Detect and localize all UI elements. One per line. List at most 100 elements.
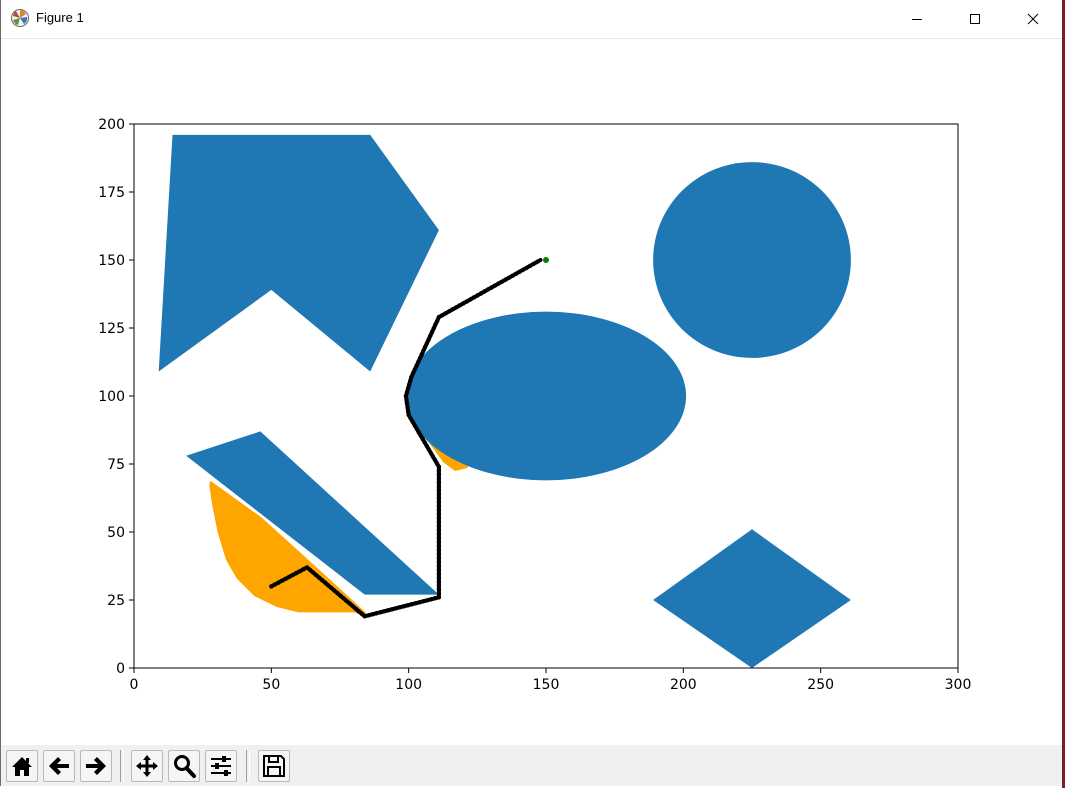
path-point <box>294 570 299 576</box>
path-point <box>329 585 334 591</box>
path-point <box>436 508 442 513</box>
path-point <box>435 318 440 324</box>
path-point <box>378 610 383 615</box>
back-button[interactable] <box>43 750 75 782</box>
path-point <box>436 468 442 473</box>
close-button[interactable] <box>1010 0 1056 38</box>
path-point <box>436 559 442 564</box>
minimize-button[interactable] <box>894 0 940 38</box>
home-icon <box>12 757 32 776</box>
y-tick-label: 100 <box>98 389 125 405</box>
path-point <box>426 337 431 342</box>
path-point <box>471 295 477 300</box>
path-point <box>436 484 442 489</box>
path-point <box>436 480 442 485</box>
path-point <box>301 567 306 572</box>
path-point <box>482 289 487 294</box>
path-point <box>464 299 470 304</box>
pan-button[interactable] <box>131 750 163 782</box>
path-point <box>422 440 427 445</box>
path-point <box>310 570 316 575</box>
path-point <box>426 447 431 452</box>
path-point <box>461 301 466 306</box>
path-point <box>436 555 442 560</box>
path-point <box>422 344 428 350</box>
path-point <box>405 603 410 608</box>
configure-subplots-button[interactable] <box>205 750 237 782</box>
path-point <box>304 565 310 570</box>
title-bar[interactable]: Figure 1 <box>1 0 1063 39</box>
path-point <box>527 263 533 269</box>
path-point <box>276 580 281 585</box>
path-point <box>436 575 442 580</box>
x-tick-label: 200 <box>670 677 697 693</box>
path-point <box>436 492 442 497</box>
path-point <box>366 613 371 618</box>
path-point <box>436 527 442 533</box>
path-point <box>419 352 424 357</box>
window-edge <box>1062 0 1065 788</box>
obstacle-circle <box>653 162 851 358</box>
path-point <box>436 583 442 588</box>
obstacle-polygon <box>158 134 439 372</box>
path-point <box>407 382 412 387</box>
y-tick-label: 150 <box>98 253 125 269</box>
path-point <box>478 291 484 296</box>
path-point <box>414 363 419 368</box>
path-point <box>436 476 442 481</box>
path-point <box>425 598 430 603</box>
path-point <box>417 600 422 605</box>
path-point <box>436 519 442 525</box>
pan-icon <box>136 755 158 777</box>
zoom-button[interactable] <box>168 750 200 782</box>
path-point <box>489 285 494 290</box>
plot-svg: 0 50 100 150 200 250 300 0 25 50 75 100 125 150 175 200 <box>98 117 971 693</box>
path-point <box>534 259 540 265</box>
path-point <box>436 539 442 545</box>
path-point <box>436 488 442 493</box>
obstacle-polygon <box>653 529 851 668</box>
path-point <box>468 297 473 302</box>
path-point <box>290 572 295 578</box>
path-point <box>430 454 435 459</box>
navigation-toolbar <box>1 745 1063 786</box>
path-point <box>436 567 442 572</box>
y-tick-label: 50 <box>107 525 125 541</box>
path-point <box>492 283 498 288</box>
path-point <box>283 576 288 581</box>
path-point <box>447 309 452 314</box>
figure-canvas[interactable]: 0 50 100 150 200 250 300 0 25 50 75 100 125 150 175 200 <box>1 39 1063 745</box>
save-icon <box>263 755 285 777</box>
path-point <box>408 378 413 383</box>
path-point <box>428 597 434 602</box>
path-point <box>404 390 410 395</box>
path-point <box>431 326 436 331</box>
path-point <box>424 341 430 346</box>
y-tick-label: 125 <box>98 321 125 337</box>
path-point <box>406 412 411 418</box>
path-point <box>436 595 442 600</box>
path-point <box>397 605 402 610</box>
home-button[interactable] <box>6 750 38 782</box>
x-tick-label: 150 <box>533 677 560 693</box>
path-point <box>436 500 442 505</box>
path-point <box>506 275 512 280</box>
path-point <box>272 582 278 587</box>
save-button[interactable] <box>258 750 290 782</box>
maximize-button[interactable] <box>952 0 998 38</box>
path-point <box>408 416 413 421</box>
path-point <box>374 611 379 616</box>
forward-button[interactable] <box>80 750 112 782</box>
path-point <box>353 606 358 611</box>
path-point <box>428 450 433 456</box>
path-point <box>513 271 519 276</box>
path-point <box>393 606 399 611</box>
path-point <box>350 603 355 609</box>
path-point <box>403 393 409 399</box>
path-point <box>307 567 313 573</box>
x-tick-label: 0 <box>130 677 139 693</box>
path-point <box>436 314 442 320</box>
path-point <box>421 599 426 604</box>
path-point <box>401 604 406 609</box>
